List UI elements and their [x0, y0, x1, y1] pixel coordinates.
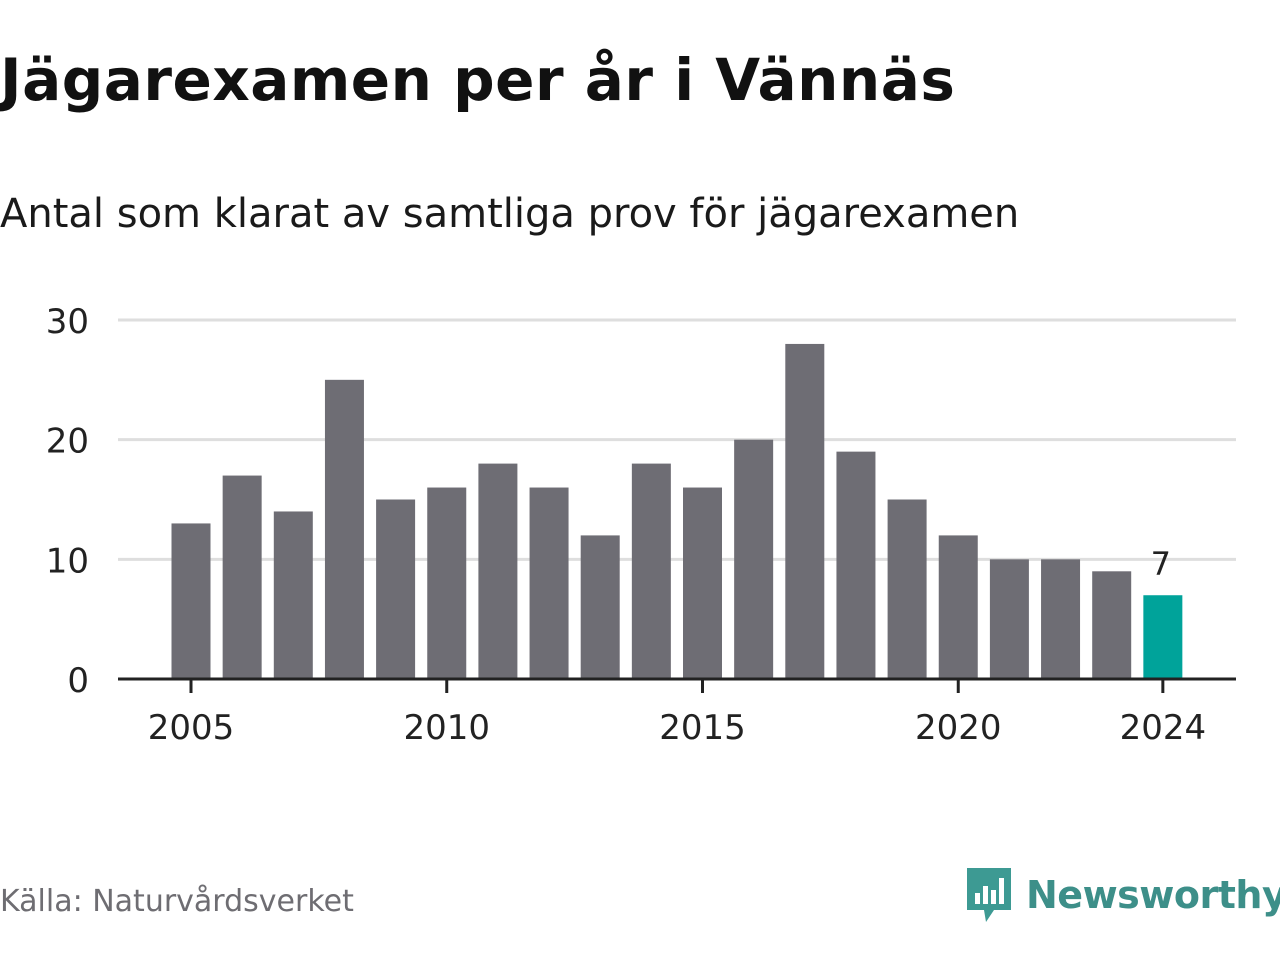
bar-2006 [222, 475, 262, 679]
bar-2020 [938, 535, 978, 679]
bar-2018 [836, 451, 876, 679]
y-tick-label: 10 [46, 541, 89, 581]
bar-2014 [631, 463, 671, 679]
bar-2022 [1041, 559, 1081, 679]
bar-2024 [1143, 595, 1183, 679]
bar-2009 [376, 499, 416, 679]
bar-2021 [989, 559, 1029, 679]
source-note: Källa: Naturvårdsverket [0, 884, 354, 919]
bar-2011 [478, 463, 518, 679]
bar-2007 [273, 511, 313, 679]
y-tick-label: 20 [46, 422, 89, 462]
y-tick-label: 30 [46, 302, 89, 342]
bar-2012 [529, 487, 569, 679]
chart-title: Jägarexamen per år i Vännäs [0, 46, 956, 114]
newsworthy-logo-icon [967, 868, 1011, 922]
brand-logo: Newsworthy [964, 862, 1280, 928]
data-labels: 7 [1151, 545, 1171, 583]
brand-name: Newsworthy [1026, 873, 1280, 917]
x-tick-label: 2010 [403, 708, 490, 748]
x-tick-label: 2015 [659, 708, 746, 748]
x-axis: 2005 2010 2015 2020 2024 [118, 677, 1236, 748]
bar-2008 [324, 379, 364, 679]
chart-subtitle: Antal som klarat av samtliga prov för jä… [0, 191, 1020, 237]
bar-2017 [785, 343, 825, 679]
bar-2016 [734, 439, 774, 679]
bar-2015 [683, 487, 722, 679]
bars [171, 343, 1183, 679]
x-tick-label: 2024 [1120, 708, 1207, 748]
data-label: 7 [1151, 545, 1171, 583]
bar-2019 [887, 499, 927, 679]
bar-2010 [427, 487, 467, 679]
bar-2023 [1092, 571, 1132, 679]
bar-2013 [580, 535, 620, 679]
y-axis-tick-labels: 0 10 20 30 [46, 302, 89, 701]
x-tick-label: 2020 [915, 708, 1002, 748]
y-tick-label: 0 [67, 661, 89, 701]
x-tick-label: 2005 [148, 708, 235, 748]
bar-2005 [171, 523, 211, 679]
